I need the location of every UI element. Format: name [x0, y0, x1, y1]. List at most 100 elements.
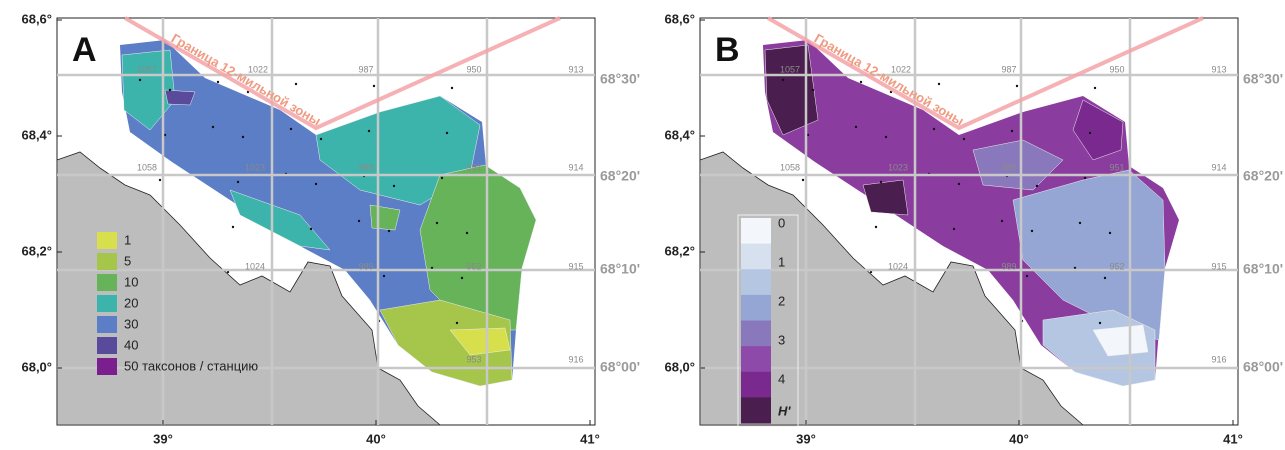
station: [812, 89, 814, 91]
lat-tick-label: 68,2°: [21, 243, 52, 258]
station: [1079, 222, 1081, 224]
square-label: 913: [1211, 64, 1226, 74]
station: [963, 138, 965, 140]
station: [461, 277, 463, 279]
station: [242, 136, 244, 138]
square-label: 988: [358, 162, 373, 172]
legend-label: 20: [124, 295, 138, 310]
square-label: 1058: [780, 162, 800, 172]
legend-swatch: [741, 269, 771, 295]
lat-minute-label: 68°30': [600, 71, 640, 87]
legend-label: 10: [124, 274, 138, 289]
lon-tick-label: 39°: [153, 431, 173, 446]
station: [232, 226, 234, 228]
square-label: 1022: [891, 64, 911, 74]
station: [1031, 230, 1033, 232]
legend-label: 3: [778, 332, 785, 347]
square-label: 989: [1001, 261, 1016, 271]
legend-swatch: [741, 244, 771, 270]
lon-tick-label: 41°: [1223, 431, 1243, 446]
station: [446, 132, 448, 134]
station: [295, 83, 297, 85]
station: [368, 130, 370, 132]
square-label: 951: [1109, 162, 1124, 172]
square-label: 1024: [888, 261, 908, 271]
map-panel: Граница 12-мильной зоныB1057102298795091…: [664, 11, 1283, 446]
square-label: 1057: [780, 64, 800, 74]
square-label: 1057: [137, 64, 157, 74]
legend-label: 1: [778, 254, 785, 269]
legend-swatch: [97, 316, 117, 333]
legend-label: 40: [124, 337, 138, 352]
lat-minute-label: 68°20': [600, 168, 640, 184]
square-label: 913: [568, 64, 583, 74]
station: [159, 179, 161, 181]
legend-swatch: [97, 253, 117, 270]
station: [782, 79, 784, 81]
legend-swatch: [97, 274, 117, 291]
lat-minute-label: 68°20': [1243, 168, 1283, 184]
lat-minute-label: 68°00': [600, 359, 640, 375]
station: [310, 228, 312, 230]
square-label: 950: [1109, 64, 1124, 74]
panel-letter: A: [72, 31, 97, 69]
station: [855, 126, 857, 128]
legend-swatch: [741, 321, 771, 347]
legend-label: H': [778, 403, 791, 418]
legend-swatch: [741, 397, 771, 423]
square-label: 953: [466, 354, 481, 364]
lon-tick-label: 40°: [366, 431, 386, 446]
station: [802, 179, 804, 181]
legend-label: 4: [778, 371, 785, 386]
station: [456, 322, 458, 324]
station: [933, 128, 935, 130]
square-label: 987: [358, 64, 373, 74]
square-label: 914: [568, 162, 583, 172]
station: [1001, 220, 1003, 222]
lat-tick-label: 68,6°: [664, 11, 695, 26]
station: [1011, 130, 1013, 132]
station: [1099, 322, 1101, 324]
lon-tick-label: 41°: [580, 431, 600, 446]
legend-label: 5: [124, 253, 131, 268]
legend-swatch: [741, 372, 771, 398]
square-label: 916: [568, 354, 583, 364]
legend-label: 2: [778, 293, 785, 308]
station: [938, 83, 940, 85]
lat-tick-label: 68,6°: [21, 11, 52, 26]
legend-swatch: [741, 346, 771, 372]
square-label: 950: [466, 64, 481, 74]
station: [139, 79, 141, 81]
lat-minute-label: 68°10': [600, 261, 640, 277]
station: [958, 183, 960, 185]
station: [1109, 232, 1111, 234]
station: [1104, 277, 1106, 279]
panel-letter: B: [715, 31, 740, 69]
station: [388, 230, 390, 232]
square-label: 1024: [245, 261, 265, 271]
square-label: 952: [466, 261, 481, 271]
station: [383, 275, 385, 277]
square-label: 1058: [137, 162, 157, 172]
figure: Граница 12-мильной зоныA1057102298795091…: [0, 0, 1285, 450]
station: [1089, 132, 1091, 134]
square-label: 1023: [245, 162, 265, 172]
station: [860, 81, 862, 83]
square-label: 952: [1109, 261, 1124, 271]
station: [393, 185, 395, 187]
station: [436, 222, 438, 224]
square-label: 988: [1001, 162, 1016, 172]
lon-tick-label: 40°: [1009, 431, 1029, 446]
station: [358, 220, 360, 222]
station: [320, 138, 322, 140]
station: [1036, 185, 1038, 187]
square-label: 915: [1211, 261, 1226, 271]
station: [885, 136, 887, 138]
square-label: 915: [568, 261, 583, 271]
square-label: 916: [1211, 354, 1226, 364]
lat-tick-label: 68,0°: [664, 359, 695, 374]
square-label: 1023: [888, 162, 908, 172]
legend-label: 30: [124, 316, 138, 331]
station: [290, 128, 292, 130]
lat-tick-label: 68,4°: [21, 127, 52, 142]
